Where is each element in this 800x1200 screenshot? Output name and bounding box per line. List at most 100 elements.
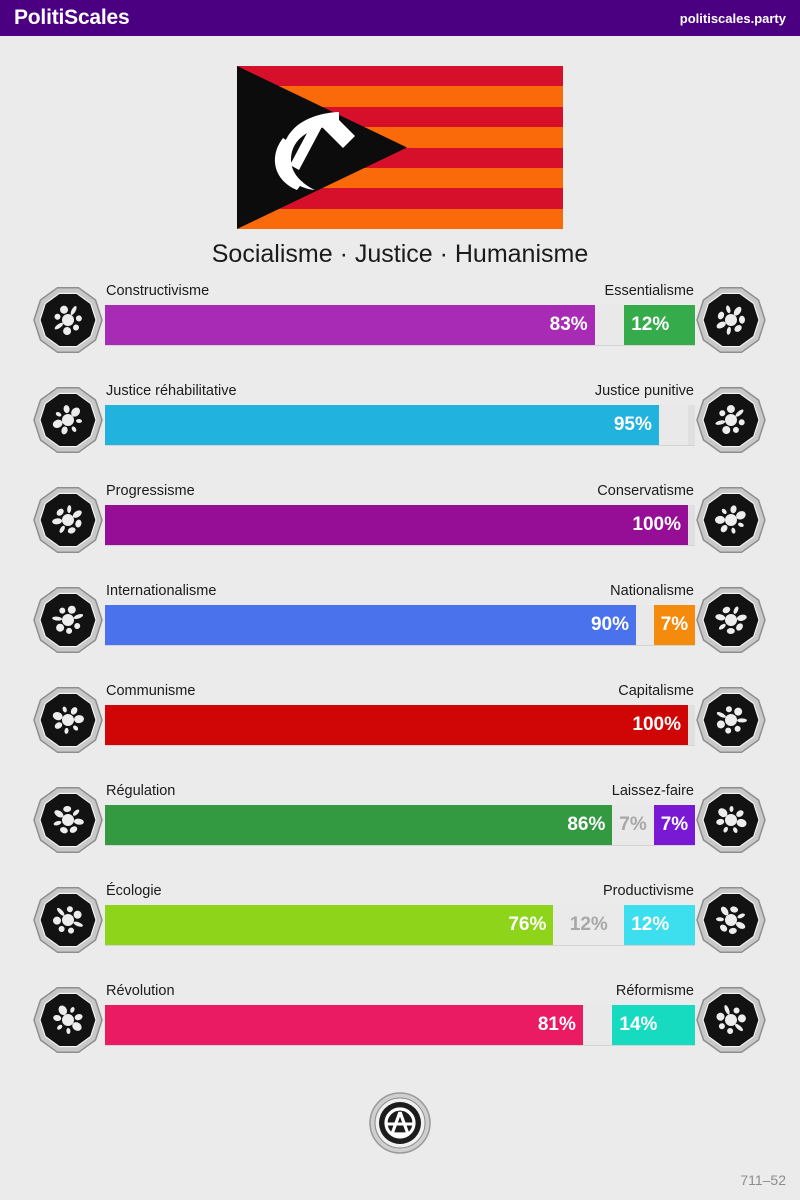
axis-right-label: Nationalisme <box>610 583 694 599</box>
justice-punitive-icon <box>696 386 766 454</box>
revolution-icon <box>33 986 103 1054</box>
axis-bar: 100% <box>105 705 695 745</box>
essentialisme-icon <box>696 285 766 355</box>
capitalisme-icon <box>696 686 766 754</box>
communisme-icon <box>33 686 103 754</box>
axis-row: Internationalisme Nationalisme 90% 7% <box>0 581 800 681</box>
axis-row: Régulation Laissez-faire 86% 7% 7% <box>0 781 800 881</box>
justice-rehabilitative-icon <box>33 385 103 455</box>
axis-labels: Progressisme Conservatisme <box>105 483 695 505</box>
conservatisme-icon <box>696 486 766 554</box>
axis-row: Écologie Productivisme 76% 12% 12% <box>0 881 800 981</box>
justice-rehabilitative-icon <box>33 386 103 454</box>
conservatisme-icon <box>696 485 766 555</box>
axis-right-segment: 7% <box>653 805 695 845</box>
axis-row: Révolution Réformisme 81% 14% <box>0 981 800 1081</box>
axis-right-label: Laissez-faire <box>611 783 694 799</box>
page-number-label: 711–52 <box>740 1172 786 1188</box>
axis-right-label: Essentialisme <box>604 283 694 299</box>
axis-left-segment: 100% <box>105 705 688 745</box>
axis-left-label: Régulation <box>106 783 176 799</box>
axis-left-label: Communisme <box>106 683 196 699</box>
axis-row: Justice réhabilitative Justice punitive 95… <box>0 381 800 481</box>
axis-labels: Justice réhabilitative Justice punitive <box>105 383 695 405</box>
axis-left-label: Justice réhabilitative <box>106 383 237 399</box>
flag-stripe <box>237 188 563 209</box>
reformisme-icon <box>696 986 766 1054</box>
constructivisme-icon <box>33 285 103 355</box>
flag-stripe <box>237 66 563 87</box>
axis-right-segment <box>688 505 695 545</box>
axis-bar: 81% 14% <box>105 1005 695 1045</box>
flag-stripe <box>237 208 563 229</box>
axis-left-segment: 95% <box>105 405 659 445</box>
axis-neutral-segment: 7% <box>612 805 654 845</box>
axis-labels: Constructivisme Essentialisme <box>105 283 695 305</box>
axis-right-label: Justice punitive <box>594 383 694 399</box>
nationalisme-icon <box>696 585 766 655</box>
internationalisme-icon <box>33 586 103 654</box>
axis-labels: Écologie Productivisme <box>105 883 695 905</box>
regulation-icon <box>33 786 103 854</box>
ecologie-icon <box>33 885 103 955</box>
axes-list: Constructivisme Essentialisme 83% 12% Justic… <box>0 281 800 1081</box>
axis-neutral-segment <box>636 605 654 645</box>
capitalisme-icon <box>696 685 766 755</box>
communisme-icon <box>33 685 103 755</box>
axis-left-segment: 83% <box>105 305 595 345</box>
ecologie-icon <box>33 886 103 954</box>
axis-labels: Régulation Laissez-faire <box>105 783 695 805</box>
axis-bar: 95% <box>105 405 695 445</box>
constructivisme-icon <box>33 286 103 354</box>
axis-right-segment <box>688 705 695 745</box>
axis-right-label: Capitalisme <box>618 683 694 699</box>
nationalisme-icon <box>696 586 766 654</box>
axis-left-segment: 76% <box>105 905 554 945</box>
axis-labels: Communisme Capitalisme <box>105 683 695 705</box>
axis-right-label: Réformisme <box>615 983 694 999</box>
result-title: Socialisme · Justice · Humanisme <box>211 240 589 268</box>
axis-left-segment: 81% <box>105 1005 583 1045</box>
axis-bar: 83% 12% <box>105 305 695 345</box>
axis-left-label: Écologie <box>106 883 162 899</box>
laissez-faire-icon <box>696 786 766 854</box>
axis-left-label: Constructivisme <box>106 283 210 299</box>
axis-bar: 90% 7% <box>105 605 695 645</box>
axis-right-label: Productivisme <box>602 883 694 899</box>
axis-left-label: Révolution <box>106 983 175 999</box>
hammer-and-sickle-icon <box>274 112 355 190</box>
internationalisme-icon <box>33 585 103 655</box>
axis-right-label: Conservatisme <box>597 483 694 499</box>
axis-neutral-segment <box>658 405 688 445</box>
anarchy-circle-a-medallion-icon <box>369 1092 431 1154</box>
axis-row: Progressisme Conservatisme 100% <box>0 481 800 581</box>
axis-left-label: Internationalisme <box>106 583 217 599</box>
axis-right-segment: 7% <box>653 605 695 645</box>
essentialisme-icon <box>696 286 766 354</box>
axis-bar: 86% 7% 7% <box>105 805 695 845</box>
axis-right-segment: 12% <box>624 905 695 945</box>
axis-left-label: Progressisme <box>106 483 195 499</box>
axis-labels: Révolution Réformisme <box>105 983 695 1005</box>
axis-row: Communisme Capitalisme 100% <box>0 681 800 781</box>
flag-stripe <box>237 86 563 107</box>
reformisme-icon <box>696 985 766 1055</box>
axis-row: Constructivisme Essentialisme 83% 12% <box>0 281 800 381</box>
axis-neutral-segment <box>594 305 625 345</box>
justice-punitive-icon <box>696 385 766 455</box>
progressisme-icon <box>33 485 103 555</box>
axis-neutral-segment <box>582 1005 613 1045</box>
site-url-label: politiscales.party <box>679 10 786 26</box>
axis-left-segment: 86% <box>105 805 613 845</box>
axis-neutral-segment: 12% <box>553 905 625 945</box>
laissez-faire-icon <box>696 785 766 855</box>
axis-labels: Internationalisme Nationalisme <box>105 583 695 605</box>
revolution-icon <box>33 985 103 1055</box>
productivisme-icon <box>696 885 766 955</box>
regulation-icon <box>33 785 103 855</box>
result-flag <box>237 66 563 229</box>
axis-right-segment: 14% <box>612 1005 695 1045</box>
axis-bar: 76% 12% 12% <box>105 905 695 945</box>
productivisme-icon <box>696 886 766 954</box>
